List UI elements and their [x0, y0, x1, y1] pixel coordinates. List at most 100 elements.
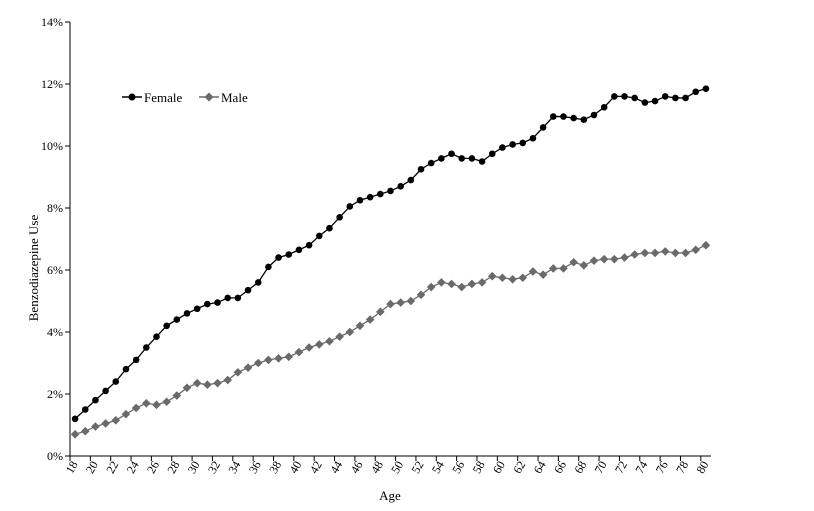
data-point-female — [387, 187, 394, 195]
data-point-female — [651, 97, 659, 105]
data-point-female — [275, 254, 282, 261]
data-point-male — [701, 240, 711, 250]
data-point-male — [172, 391, 182, 400]
data-point-female — [468, 155, 476, 162]
data-point-female — [580, 116, 588, 123]
y-axis-title: Benzodiazepine Use — [26, 215, 41, 322]
data-point-male — [376, 307, 385, 317]
data-point-female — [285, 251, 293, 258]
legend: Female Male — [122, 90, 248, 105]
x-tick-label: 70 — [592, 459, 610, 476]
x-tick-label: 72 — [612, 459, 630, 476]
data-point-male — [294, 347, 304, 357]
data-point-female — [641, 99, 649, 106]
data-point-female — [438, 155, 445, 162]
x-tick-label: 48 — [368, 459, 386, 476]
data-point-male — [203, 380, 212, 389]
data-point-male — [80, 426, 90, 436]
data-point-female — [163, 322, 170, 330]
data-point-male — [274, 354, 283, 363]
x-tick-label: 56 — [449, 459, 467, 476]
data-point-female — [702, 85, 710, 92]
data-point-male — [243, 363, 253, 372]
series-line-female — [74, 88, 707, 420]
data-point-male — [467, 279, 477, 289]
data-point-female — [621, 93, 628, 100]
data-point-male — [264, 355, 273, 365]
data-point-male — [101, 419, 110, 428]
data-point-female — [407, 176, 415, 184]
x-tick-label: 76 — [653, 459, 671, 476]
x-tick-label: 58 — [470, 459, 488, 476]
data-point-male — [213, 378, 222, 388]
data-point-male — [152, 400, 161, 410]
data-point-male — [192, 378, 202, 388]
data-point-female — [427, 159, 435, 167]
data-point-female — [122, 365, 130, 373]
data-point-male — [365, 315, 375, 324]
x-tick-label: 38 — [266, 459, 284, 476]
data-point-female — [682, 94, 689, 102]
data-point-male — [335, 332, 344, 341]
x-tick-label: 78 — [673, 459, 691, 476]
data-point-female — [692, 88, 700, 96]
data-point-male — [233, 368, 243, 377]
data-point-female — [102, 387, 109, 395]
x-tick-label: 28 — [164, 459, 182, 476]
x-tick-label: 32 — [205, 459, 223, 476]
data-point-male — [182, 383, 192, 393]
data-point-male — [325, 337, 334, 346]
data-point-female — [661, 93, 669, 100]
data-point-female — [539, 124, 547, 131]
series-layer — [70, 85, 711, 439]
data-point-female — [315, 232, 323, 240]
data-point-female — [295, 246, 303, 254]
data-point-male — [396, 298, 405, 307]
data-point-female — [519, 139, 527, 147]
x-tick-label: 20 — [83, 459, 101, 476]
x-tick-label: 66 — [551, 459, 569, 476]
data-point-male — [508, 275, 517, 284]
data-point-male — [223, 375, 233, 385]
data-point-male — [477, 278, 487, 287]
legend-female-marker — [128, 93, 136, 101]
data-point-female — [71, 415, 79, 423]
legend-male-marker — [204, 92, 214, 102]
data-point-female — [183, 310, 191, 317]
x-tick-label: 34 — [225, 459, 243, 476]
data-point-female — [417, 165, 425, 173]
data-point-male — [660, 247, 670, 256]
data-point-female — [112, 378, 120, 385]
data-point-male — [406, 296, 416, 306]
data-point-female — [448, 150, 455, 158]
data-point-male — [518, 273, 528, 283]
data-point-female — [173, 316, 181, 323]
data-point-male — [691, 245, 701, 255]
data-point-female — [672, 94, 679, 102]
data-point-male — [304, 343, 314, 352]
y-tick-label: 10% — [41, 139, 63, 153]
y-tick-label: 6% — [47, 263, 63, 277]
data-point-female — [234, 294, 242, 302]
data-point-male — [91, 422, 100, 431]
data-point-male — [386, 299, 395, 309]
x-tick-labels: 18 20 22 24 26 28 30 32 34 36 38 40 42 44 46 48 50 52 54 56… — [63, 456, 712, 476]
y-tick-label: 12% — [41, 77, 63, 91]
data-point-male — [142, 399, 151, 408]
data-point-female — [265, 263, 272, 271]
y-tick-label: 0% — [47, 449, 63, 463]
data-point-male — [610, 254, 619, 264]
data-point-female — [193, 305, 201, 313]
data-point-male — [416, 290, 426, 300]
data-point-female — [326, 224, 333, 232]
y-tick-label: 14% — [41, 15, 63, 29]
data-point-female — [244, 286, 252, 294]
x-tick-label: 30 — [185, 459, 203, 476]
data-point-male — [569, 257, 578, 267]
data-point-male — [447, 279, 456, 289]
x-tick-label: 64 — [531, 459, 549, 476]
data-point-male — [131, 403, 141, 413]
x-tick-label: 24 — [124, 459, 142, 476]
data-point-female — [600, 103, 608, 111]
data-point-female — [305, 241, 313, 249]
